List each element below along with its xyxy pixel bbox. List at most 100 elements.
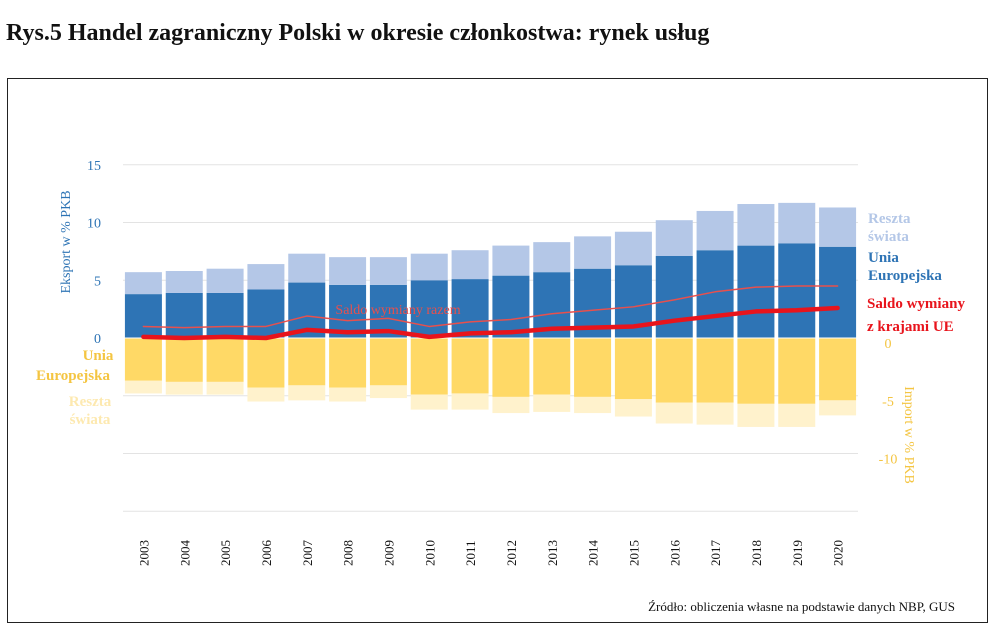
bar-import-eu xyxy=(288,338,326,386)
bar-import-eu xyxy=(655,338,693,403)
bar-export-rest xyxy=(410,253,448,281)
y-right-axis-label: Import w % PKB xyxy=(901,386,916,484)
bar-export-eu xyxy=(778,243,816,338)
x-tick-label: 2008 xyxy=(341,540,356,566)
bar-export-eu xyxy=(165,292,203,338)
y-left-tick: 0 xyxy=(94,332,101,347)
bar-export-rest xyxy=(492,245,530,276)
bar-import-eu xyxy=(737,338,775,404)
bar-import-eu xyxy=(492,338,530,397)
bar-export-eu xyxy=(206,292,244,338)
bar-export-eu xyxy=(329,284,367,338)
bar-import-rest xyxy=(247,387,285,402)
y-right-tick: -5 xyxy=(882,395,894,410)
bar-import-eu xyxy=(533,338,571,395)
bar-import-rest xyxy=(410,394,448,410)
bar-export-eu xyxy=(737,245,775,338)
bar-import-eu xyxy=(451,338,489,394)
saldo-total-label: Saldo wymiany razem xyxy=(335,303,460,318)
line-saldo-eu xyxy=(141,305,840,341)
x-tick-label: 2014 xyxy=(586,540,601,567)
x-tick-label: 2005 xyxy=(218,540,233,566)
x-tick-label: 2011 xyxy=(463,540,478,566)
bar-export-rest xyxy=(165,271,203,293)
bar-import-rest xyxy=(574,396,612,414)
tick-layer: 15 10 5 0 0 -5 -10 2003 2004 2005 2006 2007 2008 2009… xyxy=(87,159,897,566)
bar-import-eu xyxy=(696,338,734,403)
bar-export-eu xyxy=(410,280,448,338)
bar-import-rest xyxy=(696,402,734,425)
legend-export-eu-line1: Unia xyxy=(868,250,899,266)
bar-export-rest xyxy=(696,210,734,251)
x-tick-label: 2006 xyxy=(259,540,274,567)
bar-import-eu xyxy=(247,338,285,388)
bar-import-rest xyxy=(492,396,530,414)
x-tick-label: 2015 xyxy=(626,540,641,566)
bar-export-rest xyxy=(819,207,857,247)
bar-export-rest xyxy=(206,268,244,293)
y-left-axis-label: Eksport w % PKB xyxy=(59,190,74,293)
x-tick-label: 2016 xyxy=(667,540,682,567)
x-tick-label: 2017 xyxy=(708,540,723,567)
line-saldo-total xyxy=(142,285,839,329)
bar-import-rest xyxy=(369,385,407,399)
bar-import-rest xyxy=(533,394,571,412)
bar-export-rest xyxy=(288,253,326,283)
bar-import-rest xyxy=(614,399,652,417)
legend-saldo-eu-line2: z krajami UE xyxy=(867,319,954,335)
bar-import-eu xyxy=(165,338,203,382)
legend-import-rest-line1: Reszta xyxy=(69,394,112,410)
chart-title: Rys.5 Handel zagraniczny Polski w okresi… xyxy=(6,20,710,46)
x-tick-label: 2004 xyxy=(177,540,192,567)
legend-import-rest-line2: świata xyxy=(70,412,111,428)
y-right-tick: -10 xyxy=(879,453,898,468)
bar-export-rest xyxy=(778,202,816,244)
source-note: Źródło: obliczenia własne na podstawie d… xyxy=(648,599,955,614)
bar-layer xyxy=(123,202,858,427)
bar-export-rest xyxy=(329,257,367,285)
bar-export-rest xyxy=(655,220,693,256)
x-tick-label: 2010 xyxy=(422,540,437,566)
bar-import-eu xyxy=(206,338,244,382)
bar-import-eu xyxy=(819,338,857,401)
line-layer xyxy=(141,285,840,341)
bar-import-rest xyxy=(737,403,775,427)
bar-import-rest xyxy=(655,402,693,424)
chart-frame xyxy=(7,78,988,623)
bar-export-rest xyxy=(614,231,652,266)
bar-import-rest xyxy=(819,400,857,416)
bar-import-rest xyxy=(778,403,816,427)
x-tick-label: 2007 xyxy=(300,540,315,567)
y-left-tick: 15 xyxy=(87,159,101,174)
bar-export-rest xyxy=(737,204,775,246)
bar-import-eu xyxy=(369,338,407,386)
legend-export-rest-line1: Reszta xyxy=(868,211,911,227)
bar-export-rest xyxy=(124,272,162,295)
x-tick-label: 2018 xyxy=(749,540,764,566)
bar-import-rest xyxy=(165,381,203,395)
legend-export-eu-line2: Europejska xyxy=(868,268,942,284)
bar-import-rest xyxy=(329,387,367,402)
y-left-tick: 5 xyxy=(94,274,101,289)
gridlines xyxy=(123,164,858,512)
bar-export-rest xyxy=(451,250,489,280)
x-tick-label: 2020 xyxy=(831,540,846,566)
y-left-tick: 10 xyxy=(87,217,101,232)
legend-export-rest-line2: świata xyxy=(868,229,909,245)
bar-export-eu xyxy=(124,294,162,338)
bar-export-eu xyxy=(492,275,530,338)
x-tick-label: 2013 xyxy=(545,540,560,566)
bar-export-eu xyxy=(451,279,489,338)
bar-export-rest xyxy=(533,242,571,273)
x-tick-label: 2012 xyxy=(504,540,519,566)
legend-import-eu-line1: Unia xyxy=(83,348,114,364)
bar-export-rest xyxy=(369,257,407,285)
bar-export-eu xyxy=(247,289,285,338)
x-tick-label: 2019 xyxy=(790,540,805,566)
bar-import-rest xyxy=(451,393,489,410)
legend-import-eu-line2: Europejska xyxy=(36,368,110,384)
bar-import-eu xyxy=(329,338,367,388)
bar-import-rest xyxy=(288,385,326,401)
bar-import-eu xyxy=(124,338,162,381)
